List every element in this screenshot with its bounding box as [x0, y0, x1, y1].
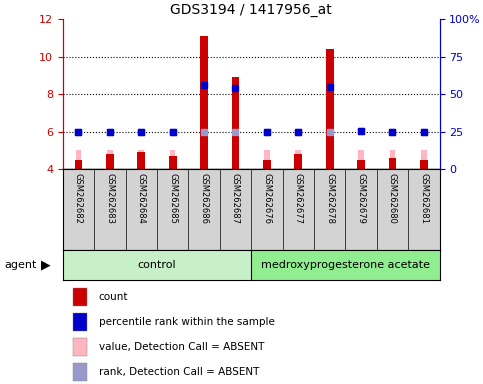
Text: medroxyprogesterone acetate: medroxyprogesterone acetate: [261, 260, 430, 270]
Text: rank, Detection Call = ABSENT: rank, Detection Call = ABSENT: [99, 366, 259, 377]
Bar: [296, 150, 301, 169]
Bar: [388, 158, 397, 169]
Bar: [421, 150, 426, 169]
Bar: [263, 160, 271, 169]
Bar: [137, 152, 145, 169]
Bar: [73, 288, 87, 306]
Text: percentile rank within the sample: percentile rank within the sample: [99, 316, 274, 327]
Bar: [74, 160, 83, 169]
Text: count: count: [99, 291, 128, 302]
Bar: [73, 313, 87, 331]
Bar: [200, 36, 208, 169]
Title: GDS3194 / 1417956_at: GDS3194 / 1417956_at: [170, 3, 332, 17]
Text: GSM262684: GSM262684: [137, 173, 146, 224]
Bar: [358, 150, 364, 169]
Bar: [326, 49, 334, 169]
Bar: [294, 154, 302, 169]
Text: agent: agent: [5, 260, 37, 270]
Text: GSM262686: GSM262686: [199, 173, 209, 224]
Bar: [106, 154, 114, 169]
Text: GSM262685: GSM262685: [168, 173, 177, 224]
Bar: [327, 150, 332, 169]
Text: GSM262680: GSM262680: [388, 173, 397, 224]
Bar: [73, 338, 87, 356]
Text: GSM262687: GSM262687: [231, 173, 240, 224]
Bar: [169, 156, 177, 169]
Text: GSM262678: GSM262678: [325, 173, 334, 224]
Text: GSM262683: GSM262683: [105, 173, 114, 224]
Text: value, Detection Call = ABSENT: value, Detection Call = ABSENT: [99, 341, 264, 352]
Bar: [63, 250, 251, 280]
Bar: [233, 150, 238, 169]
Bar: [73, 362, 87, 381]
Bar: [420, 160, 428, 169]
Text: GSM262676: GSM262676: [262, 173, 271, 224]
Text: GSM262682: GSM262682: [74, 173, 83, 224]
Text: control: control: [138, 260, 176, 270]
Text: GSM262679: GSM262679: [356, 173, 366, 224]
Bar: [107, 150, 113, 169]
Bar: [251, 250, 440, 280]
Bar: [139, 150, 144, 169]
Text: GSM262681: GSM262681: [419, 173, 428, 224]
Bar: [231, 77, 240, 169]
Bar: [357, 160, 365, 169]
Bar: [201, 150, 207, 169]
Bar: [170, 150, 175, 169]
Text: ▶: ▶: [41, 258, 51, 271]
Bar: [390, 150, 395, 169]
Bar: [76, 150, 81, 169]
Text: GSM262677: GSM262677: [294, 173, 303, 224]
Bar: [264, 150, 270, 169]
